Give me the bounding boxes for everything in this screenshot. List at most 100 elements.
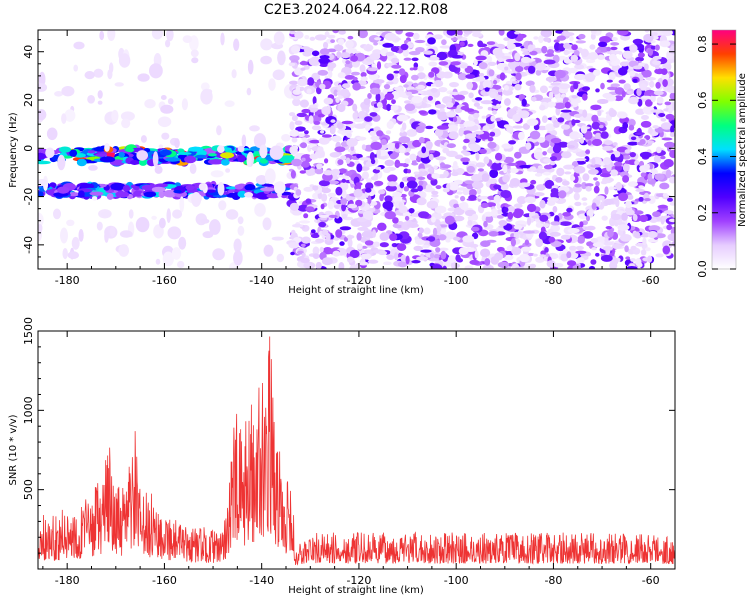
spectrogram-cell [391,64,402,69]
spectrogram-cell [478,62,488,70]
spectrogram-cell [383,167,391,174]
spectrogram-cell [417,185,423,192]
spectrogram-cell [580,48,589,58]
spectrogram-cell [600,254,613,262]
spectrogram-cell [372,168,380,174]
spectrogram-cell [403,186,410,192]
spectrogram-cell [418,227,424,234]
y-tick-label: 40 [22,45,35,59]
spectrogram-cell [630,136,637,141]
spectrogram-cell [430,83,436,87]
spectrogram-cell [78,229,84,242]
spectrogram-cell [659,182,670,190]
spectrogram-cell [346,235,355,239]
spectrogram-cell [445,238,451,243]
spectrogram-cell [406,129,418,137]
spectrogram-cell [347,238,353,248]
spectrogram-cell [545,123,556,132]
spectrogram-cell [365,124,371,132]
spectrogram-cell [477,40,484,48]
spectrogram-cell [420,102,428,109]
spectrogram-cell [57,154,66,171]
spectrogram-cell [435,156,447,161]
spectrogram-cell [629,44,638,53]
spectrogram-cell [84,71,95,80]
spectrogram-cell [217,145,225,153]
spectrogram-cell [463,138,470,144]
spectrogram-cell [355,182,363,186]
spectrogram-cell [655,65,660,70]
spectrogram-cell [386,81,394,85]
spectrogram-cell [454,154,464,160]
spectrogram-cell [379,242,389,248]
spectrogram-cell [319,217,328,221]
spectrogram-cell [393,70,400,74]
spectrogram-cell [431,173,440,179]
spectrogram-cell [560,124,571,130]
spectrogram-cell [38,191,44,198]
spectrogram-cell [259,144,268,159]
spectrogram-cell [539,104,546,111]
spectrogram-cell [87,150,96,154]
spectrogram-cell [395,163,407,167]
spectrogram-cell [625,256,631,260]
spectrogram-cell [330,39,335,43]
spectrogram-cell [38,223,43,233]
spectrogram-cell [553,122,560,128]
spectrogram-cell [469,143,481,153]
spectrogram-cell [382,43,394,48]
spectrogram-cell [297,250,304,255]
spectrogram-cell [482,264,494,269]
spectrogram-cell [652,211,661,218]
spectrogram-cell [237,154,246,163]
spectrogram-cell [356,243,363,250]
spectrogram-cell [260,55,272,65]
spectrogram-cell [384,211,396,220]
x-tick-label: -100 [444,274,469,287]
spectrogram-cell [564,171,572,175]
spectrogram-cell [369,201,378,206]
spectrogram-cell [554,215,560,224]
spectrogram-cell [498,220,508,226]
bottom-y-axis: 500 1000 1500 [22,317,675,554]
spectrogram-cell [247,59,254,75]
spectrogram-cell [165,39,171,48]
spectrogram-cell [599,36,611,44]
spectrogram-cell [519,253,530,263]
spectrogram-cell [591,121,601,130]
spectrogram-cell [447,255,457,263]
spectrogram-cell [373,173,378,181]
spectrogram-cell [649,218,658,223]
spectrogram-cell [657,204,668,209]
spectrogram-cell [320,130,325,134]
spectrogram-cell [299,220,311,224]
spectrogram-cell [570,175,576,181]
spectrogram-cell [610,46,618,51]
spectrogram-cell [390,104,399,111]
spectrogram-cell [627,141,639,146]
spectrogram-cell [639,83,647,91]
spectrogram-cell [471,174,483,182]
spectrogram-cell [151,186,166,193]
spectrogram-cell [479,148,487,154]
spectrogram-cell [614,164,623,172]
spectrogram-cell [504,66,509,71]
spectrogram-cell [355,199,363,207]
spectrogram-cell [570,54,579,62]
spectrogram-cell [367,67,379,72]
spectrogram-cell [603,140,613,146]
spectrogram-cell [182,35,193,43]
spectrogram-cell [118,244,129,257]
spectrogram-cell [669,176,675,184]
spectrogram-cell [346,138,358,147]
spectrogram-cell [164,157,181,162]
spectrogram-cell [556,35,566,41]
spectrogram-cell [463,151,471,156]
spectrogram-cell [428,71,435,78]
spectrogram-cell [671,240,675,247]
spectrogram-cell [652,125,659,129]
spectrogram-cell [442,265,447,269]
spectrogram-cell [549,156,558,162]
spectrogram-cell [435,104,446,109]
spectrogram-cell [629,70,636,77]
